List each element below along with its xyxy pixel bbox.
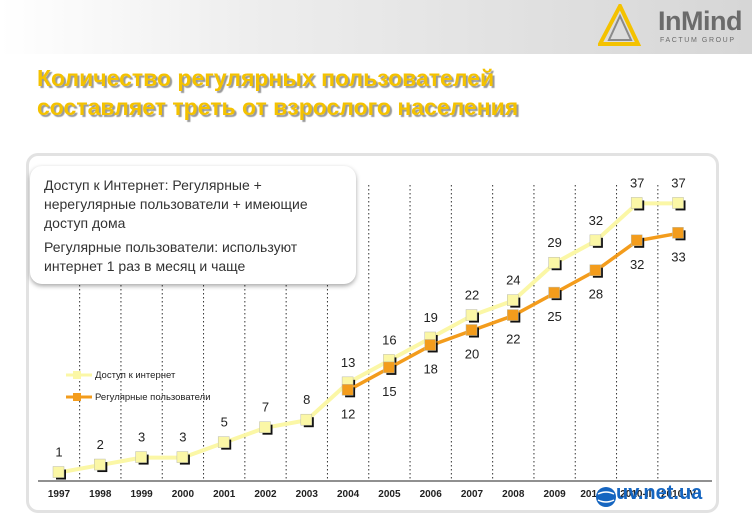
data-label: 1 (55, 445, 62, 460)
data-point (176, 451, 189, 463)
x-tick-label: 1999 (130, 489, 153, 500)
x-tick-label: 2009 (543, 489, 566, 500)
x-tick-label: 2007 (461, 489, 484, 500)
x-tick-label: 2003 (296, 489, 319, 500)
data-point (507, 309, 519, 321)
data-point (424, 339, 436, 351)
x-tick-label: 1998 (89, 489, 112, 500)
series-line (58, 201, 679, 475)
data-label: 3 (179, 430, 186, 445)
data-point (548, 256, 560, 269)
page-title: Количество регулярных пользователей сост… (37, 64, 677, 122)
data-label: 16 (382, 332, 396, 347)
x-tick-label: 2010-II (580, 489, 611, 500)
data-label: 5 (221, 415, 228, 430)
data-point (630, 234, 643, 247)
data-point (589, 234, 602, 247)
title-line-1: Количество регулярных пользователей (37, 65, 495, 91)
data-point (94, 458, 106, 471)
inmind-logo: InMind FACTUM GROUP (596, 1, 748, 50)
legend-label: Доступ к интернет (95, 370, 176, 381)
data-label: 32 (630, 257, 644, 272)
data-point (548, 286, 560, 299)
data-label: 22 (506, 332, 520, 347)
data-label: 18 (423, 361, 437, 376)
data-point (589, 264, 602, 276)
watermark-text: uv.net.ua (616, 482, 703, 504)
x-tick-label: 2002 (254, 489, 277, 500)
data-label: 37 (630, 175, 644, 190)
title-line-2: составляет треть от взрослого населения (37, 94, 519, 120)
data-point (135, 451, 147, 463)
definition-note: Доступ к Интернет: Регулярные + нерегуля… (30, 166, 356, 284)
data-label: 19 (423, 310, 437, 325)
data-label: 33 (671, 249, 685, 264)
data-point (465, 309, 478, 321)
logo-text: InMind (658, 6, 742, 36)
data-label: 28 (589, 287, 603, 302)
x-tick-label: 2004 (337, 489, 360, 500)
data-label: 12 (341, 406, 355, 421)
note-regular-definition: Регулярные пользователи: используют инте… (44, 239, 298, 274)
data-point (259, 421, 271, 433)
data-point (507, 294, 519, 306)
data-point (465, 324, 478, 336)
data-label: 13 (341, 355, 355, 370)
data-label: 37 (671, 175, 685, 190)
data-point (672, 197, 684, 209)
data-point (300, 413, 313, 426)
x-tick-label: 1997 (48, 489, 71, 500)
x-tick-label: 2010-IV (661, 489, 696, 500)
globe-icon (596, 487, 616, 507)
x-tick-label: 2001 (213, 489, 236, 500)
data-point (341, 384, 354, 396)
data-label: 3 (138, 430, 145, 445)
legend-marker (73, 371, 81, 379)
note-access-definition: Доступ к Интернет: Регулярные + нерегуля… (44, 177, 308, 231)
data-label: 22 (465, 288, 479, 303)
data-label: 20 (465, 347, 479, 362)
data-label: 25 (547, 309, 561, 324)
data-label: 32 (589, 213, 603, 228)
data-point (630, 197, 643, 209)
data-point (52, 466, 65, 478)
legend-label: Регулярные пользователи (95, 392, 211, 403)
data-label: 2 (97, 437, 104, 452)
x-tick-label: 2010-III (620, 489, 654, 500)
data-label: 24 (506, 273, 520, 288)
data-point (383, 361, 395, 374)
logo-subtext: FACTUM GROUP (660, 37, 736, 44)
logo-triangle-icon (596, 1, 642, 46)
legend-marker (73, 393, 81, 401)
x-tick-label: 2000 (172, 489, 195, 500)
data-label: 7 (262, 400, 269, 415)
data-point (672, 227, 684, 239)
data-label: 29 (547, 235, 561, 250)
x-tick-label: 2006 (420, 489, 443, 500)
x-tick-label: 2008 (502, 489, 525, 500)
data-label: 15 (382, 384, 396, 399)
data-label: 8 (303, 392, 310, 407)
x-tick-label: 2005 (378, 489, 401, 500)
data-point (217, 436, 230, 448)
watermark: uv.net.ua (594, 478, 734, 518)
